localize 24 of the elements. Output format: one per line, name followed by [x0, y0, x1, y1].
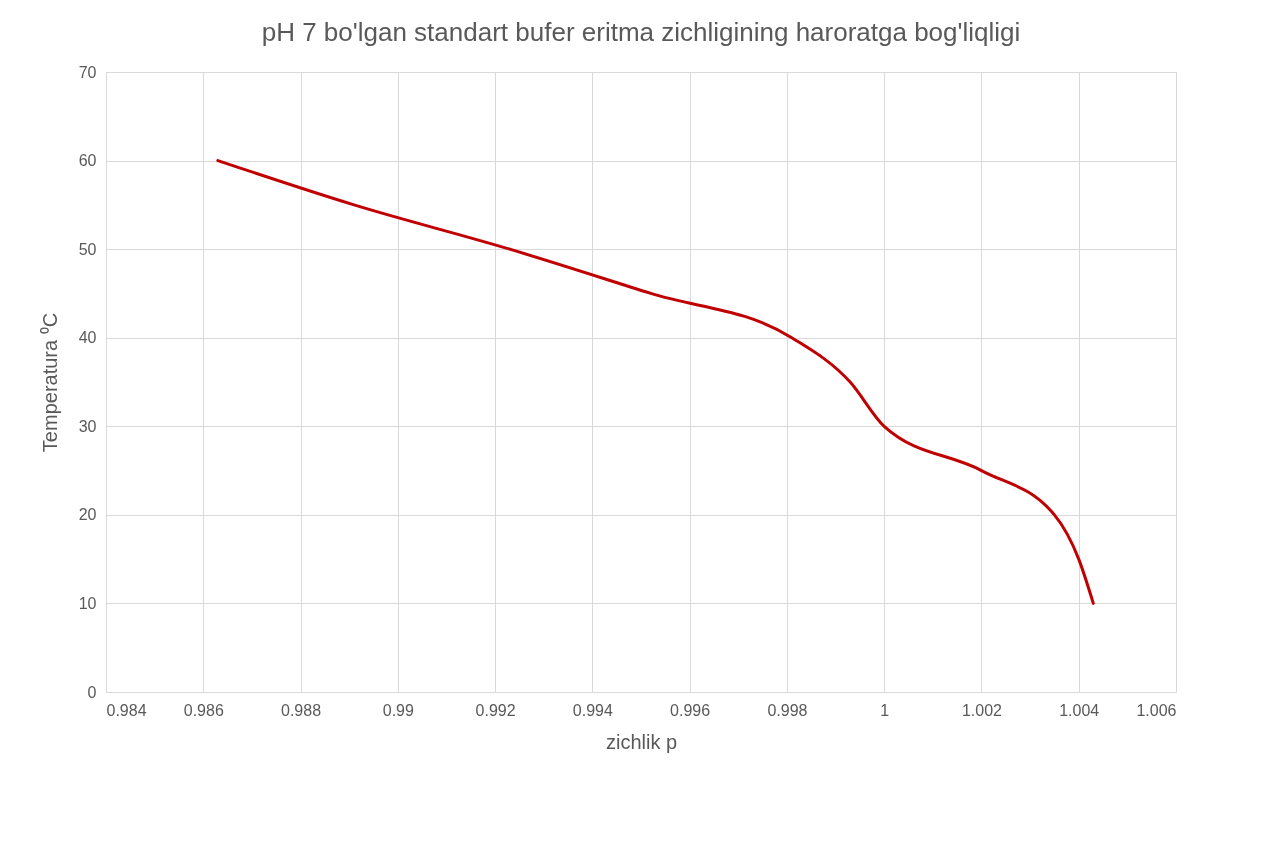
- x-tick-label: 0.996: [670, 701, 711, 719]
- x-tick-label: 1.006: [1136, 701, 1177, 719]
- x-tick-label: 0.992: [475, 701, 516, 719]
- y-tick-label: 70: [78, 63, 97, 81]
- y-tick-label: 30: [78, 417, 97, 435]
- x-axis-title: zichlik p: [605, 730, 678, 753]
- line-series: [216, 159, 1095, 605]
- y-tick-label: 0: [87, 683, 97, 701]
- x-tick-label: 0.988: [281, 701, 322, 719]
- y-axis-title: Temperatura ⁰C: [38, 312, 61, 453]
- y-tick-label: 50: [78, 240, 97, 258]
- y-tick-label: 40: [78, 329, 97, 347]
- y-tick-label: 10: [78, 594, 97, 612]
- x-tick-label: 1.002: [961, 701, 1003, 719]
- x-tick-label: 0.998: [767, 701, 808, 719]
- x-tick-label: 0.99: [382, 701, 414, 719]
- x-tick-label: 1.004: [1059, 701, 1100, 719]
- x-tick-label: 1: [880, 701, 890, 719]
- chart-title: pH 7 bo'lgan standart bufer eritma zichligining haroratga bog'liqligi: [261, 17, 1021, 47]
- y-tick-label: 60: [78, 152, 97, 170]
- y-tick-label: 20: [78, 506, 97, 524]
- x-tick-label: 0.984: [106, 701, 147, 719]
- x-tick-label: 0.986: [183, 701, 224, 719]
- x-tick-label: 0.994: [572, 701, 613, 719]
